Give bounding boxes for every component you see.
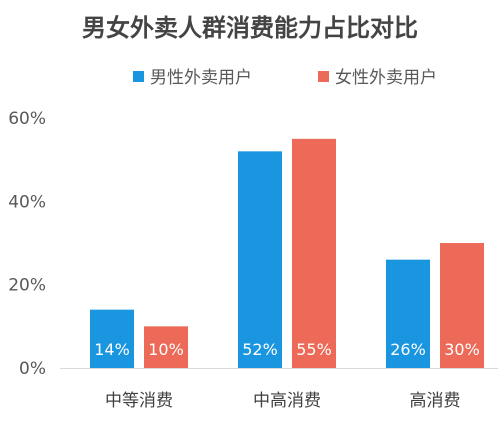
data-label-2-1: 30% [444, 340, 480, 359]
legend-swatch-1 [318, 71, 329, 82]
category-label-1: 中高消费 [253, 391, 321, 411]
y-axis: 0% 20% 40% 60% [8, 109, 46, 379]
bar-0-1 [144, 326, 188, 368]
legend: 男性外卖用户 女性外卖用户 [133, 68, 437, 88]
bar-1-1 [292, 138, 336, 368]
data-label-0-1: 10% [148, 340, 184, 359]
bar-1-0 [238, 151, 282, 368]
y-tick-label-2: 40% [8, 192, 46, 212]
legend-label-0: 男性外卖用户 [150, 68, 252, 88]
data-label-1-1: 55% [296, 340, 332, 359]
category-label-2: 高消费 [410, 391, 461, 411]
legend-swatch-0 [133, 71, 144, 82]
chart-title: 男女外卖人群消费能力占比对比 [82, 14, 418, 42]
y-tick-label-3: 60% [8, 109, 46, 129]
bar-0-0 [90, 309, 134, 368]
y-tick-label-0: 0% [19, 359, 46, 379]
bars: 14% 10% 52% 55% 26% 30% [90, 138, 484, 368]
data-label-0-0: 14% [94, 340, 130, 359]
x-axis: 中等消费 中高消费 高消费 [60, 368, 498, 411]
data-label-2-0: 26% [390, 340, 426, 359]
bar-2-0 [386, 259, 430, 368]
data-label-1-0: 52% [242, 340, 278, 359]
y-tick-label-1: 20% [8, 276, 46, 296]
category-label-0: 中等消费 [105, 391, 173, 411]
legend-label-1: 女性外卖用户 [335, 68, 437, 88]
bar-2-1 [440, 243, 484, 368]
